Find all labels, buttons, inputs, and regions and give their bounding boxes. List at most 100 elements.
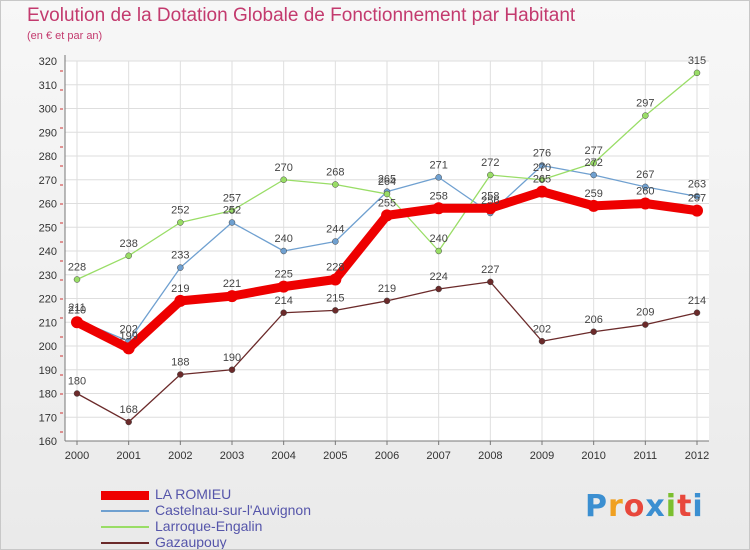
data-label: 272 <box>481 157 499 169</box>
data-point <box>73 276 81 283</box>
data-point <box>487 171 494 179</box>
data-label: 214 <box>688 295 706 307</box>
data-point <box>125 418 132 426</box>
logo-letter: i <box>692 489 704 524</box>
data-label: 202 <box>119 323 137 335</box>
data-point <box>432 202 445 215</box>
data-label: 215 <box>326 292 344 304</box>
y-tick-label: 290 <box>39 127 57 139</box>
data-point <box>174 294 187 307</box>
y-tick-label: 210 <box>39 317 57 329</box>
y-tick-label: 190 <box>39 365 57 377</box>
data-label: 168 <box>119 404 137 416</box>
y-tick-label: 320 <box>39 56 57 68</box>
data-point <box>383 297 391 305</box>
data-point <box>538 162 546 169</box>
data-label: 264 <box>378 176 396 188</box>
data-point <box>642 321 649 328</box>
data-point <box>332 181 339 188</box>
data-point <box>332 238 339 245</box>
data-label: 252 <box>223 205 241 217</box>
data-label: 211 <box>68 302 86 314</box>
data-label: 219 <box>171 283 189 295</box>
data-label: 228 <box>68 262 86 274</box>
y-tick-label: 240 <box>39 246 57 258</box>
data-point <box>71 316 83 329</box>
data-label: 270 <box>533 162 551 174</box>
data-label: 259 <box>584 188 602 200</box>
data-label: 210 <box>68 304 86 316</box>
data-point <box>590 328 597 335</box>
data-point <box>228 219 236 226</box>
data-label: 209 <box>636 307 654 319</box>
legend-swatch <box>101 510 149 512</box>
legend-label: Larroque-Engalin <box>155 518 263 534</box>
data-label: 258 <box>429 190 447 202</box>
data-label: 188 <box>171 357 189 369</box>
data-label: 221 <box>223 278 241 290</box>
data-label: 206 <box>584 314 602 326</box>
x-tick-label: 2004 <box>271 450 295 462</box>
data-label: 270 <box>274 162 292 174</box>
legend-swatch <box>101 526 149 528</box>
data-label: 277 <box>584 145 602 157</box>
data-label: 244 <box>326 224 344 236</box>
data-point <box>691 204 703 217</box>
data-label: 227 <box>481 264 499 276</box>
logo-letter: x <box>645 489 666 524</box>
data-point <box>280 309 287 316</box>
data-point <box>590 171 597 179</box>
data-label: 190 <box>223 352 241 364</box>
data-point <box>125 252 132 259</box>
data-point <box>538 338 546 345</box>
data-point <box>332 307 339 314</box>
data-point <box>280 247 287 255</box>
data-point <box>538 176 546 183</box>
data-point <box>122 342 135 355</box>
data-label: 272 <box>584 157 602 169</box>
x-tick-label: 2005 <box>323 450 347 462</box>
logo-letter: i <box>665 489 678 524</box>
y-tick-label: 270 <box>39 175 57 187</box>
y-tick-label: 200 <box>39 341 57 353</box>
data-label: 240 <box>274 233 292 245</box>
y-tick-label: 250 <box>39 222 57 234</box>
logo-letter: r <box>608 489 624 524</box>
y-tick-label: 160 <box>39 436 57 448</box>
y-tick-label: 310 <box>39 80 57 92</box>
data-point <box>228 366 236 373</box>
x-tick-label: 2006 <box>375 450 399 462</box>
data-label: 180 <box>68 376 86 388</box>
data-point <box>280 176 287 183</box>
legend-swatch <box>101 542 149 544</box>
chart-subtitle: (en € et par an) <box>27 30 103 42</box>
data-label: 297 <box>636 98 654 110</box>
data-label: 256 <box>481 195 499 207</box>
data-label: 219 <box>378 283 396 295</box>
proxiti-logo: Proxiti <box>585 489 704 524</box>
data-point <box>177 219 184 226</box>
legend-label: LA ROMIEU <box>155 486 232 502</box>
data-point <box>487 278 494 286</box>
data-label: 257 <box>223 193 241 205</box>
x-tick-label: 2011 <box>634 450 658 462</box>
data-point <box>226 290 238 303</box>
data-label: 228 <box>326 262 344 274</box>
data-label: 238 <box>119 238 137 250</box>
legend-swatch <box>101 490 149 500</box>
logo-letter: P <box>585 489 608 524</box>
x-tick-label: 2000 <box>65 450 89 462</box>
data-point <box>329 273 342 286</box>
x-tick-label: 2003 <box>220 450 244 462</box>
logo-letter: o <box>623 489 646 524</box>
y-tick-label: 220 <box>39 294 57 306</box>
data-point <box>435 174 442 181</box>
data-label: 267 <box>636 169 654 181</box>
data-label: 214 <box>274 295 292 307</box>
y-tick-label: 300 <box>39 104 57 116</box>
y-tick-label: 230 <box>39 270 57 282</box>
y-tick-label: 280 <box>39 151 57 163</box>
legend-label: Gazaupouy <box>155 534 227 550</box>
